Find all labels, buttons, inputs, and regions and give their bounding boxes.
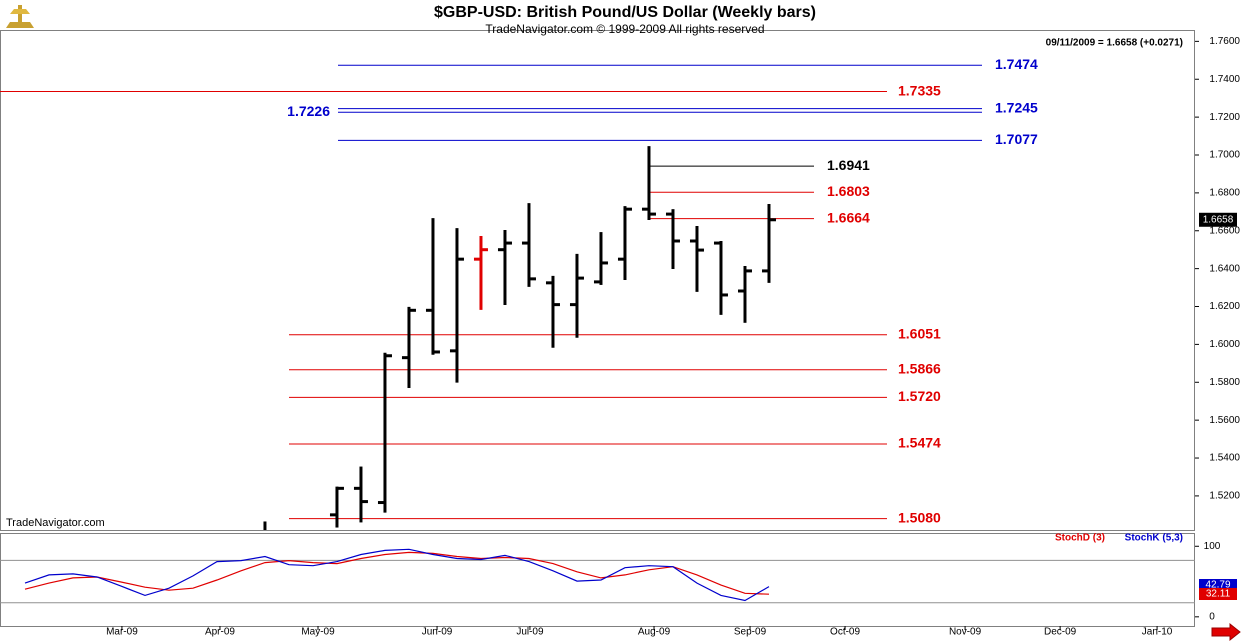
level-label: 1.7474 (995, 56, 1038, 72)
x-tick-label: Apr-09 (205, 627, 235, 638)
x-tick-label: May-09 (301, 627, 335, 638)
level-label: 1.7077 (995, 131, 1038, 147)
last-price-box (1199, 212, 1237, 227)
y-tick-label: 1.6200 (1209, 301, 1240, 312)
level-label: 1.5474 (898, 435, 941, 451)
x-tick-label: Mar-09 (106, 627, 138, 638)
level-label: 1.6803 (827, 183, 870, 199)
chart-subtitle: TradeNavigator.com © 1999-2009 All right… (485, 22, 764, 36)
y-tick-label: 1.6600 (1209, 225, 1240, 236)
y-tick-label: 1.5800 (1209, 377, 1240, 388)
x-tick-label: Jul-09 (516, 627, 544, 638)
y-tick-label: 1.5600 (1209, 415, 1240, 426)
level-label: 1.7226 (287, 103, 330, 119)
stoch-plot (0, 548, 1195, 604)
stoch-line (24, 551, 770, 595)
x-tick-label: Sep-09 (734, 627, 767, 638)
stoch-line (24, 548, 770, 602)
y-tick-label: 100 (1204, 541, 1221, 552)
x-tick-label: Jan-10 (1142, 627, 1173, 638)
y-tick-label: 1.7000 (1209, 150, 1240, 161)
y-tick-label: 0 (1209, 611, 1215, 622)
y-tick-label: 1.5200 (1209, 491, 1240, 502)
y-tick-label: 1.7400 (1209, 74, 1240, 85)
main-plot: 1.7474 1.7335 1.7245 1.7226 1.7077 1.6941 1.68… (0, 56, 1038, 530)
level-label: 1.6051 (898, 325, 941, 341)
level-label: 1.6941 (827, 157, 870, 173)
legend-entry: StochK (5,3) (1125, 533, 1183, 544)
level-label: 1.5866 (898, 360, 941, 376)
y-tick-label: 1.6000 (1209, 339, 1240, 350)
level-label: 1.5720 (898, 388, 941, 404)
y-tick-label: 1.7600 (1209, 36, 1240, 47)
header-note: 09/11/2009 = 1.6658 (+0.0271) (1046, 38, 1183, 49)
last-price-label: 1.6658 (1203, 214, 1234, 225)
level-label: 1.6664 (827, 209, 870, 225)
watermark: TradeNavigator.com (6, 517, 105, 529)
level-label: 1.7245 (995, 99, 1038, 115)
main-frame (0, 30, 1195, 531)
x-tick-label: Oct-09 (830, 627, 860, 638)
x-tick-label: Aug-09 (638, 627, 671, 638)
x-tick-label: Dec-09 (1044, 627, 1077, 638)
x-tick-label: Jun-09 (422, 627, 453, 638)
stoch-frame (0, 533, 1195, 627)
scroll-arrow[interactable] (1211, 622, 1241, 642)
last-value-box (1199, 588, 1237, 600)
level-label: 1.5080 (898, 509, 941, 525)
legend-entry: StochD (3) (1055, 533, 1105, 544)
last-value-label: 42.79 (1205, 580, 1230, 591)
y-tick-label: 1.6800 (1209, 188, 1240, 199)
chart-title: $GBP-USD: British Pound/US Dollar (Weekl… (434, 4, 816, 21)
x-tick-label: Nov-09 (949, 627, 982, 638)
logo (6, 5, 34, 28)
last-value-label: 32.11 (1206, 589, 1231, 600)
y-tick-label: 1.5400 (1209, 453, 1240, 464)
level-label: 1.7335 (898, 82, 941, 98)
y-tick-label: 1.6400 (1209, 263, 1240, 274)
y-tick-label: 1.7200 (1209, 112, 1240, 123)
